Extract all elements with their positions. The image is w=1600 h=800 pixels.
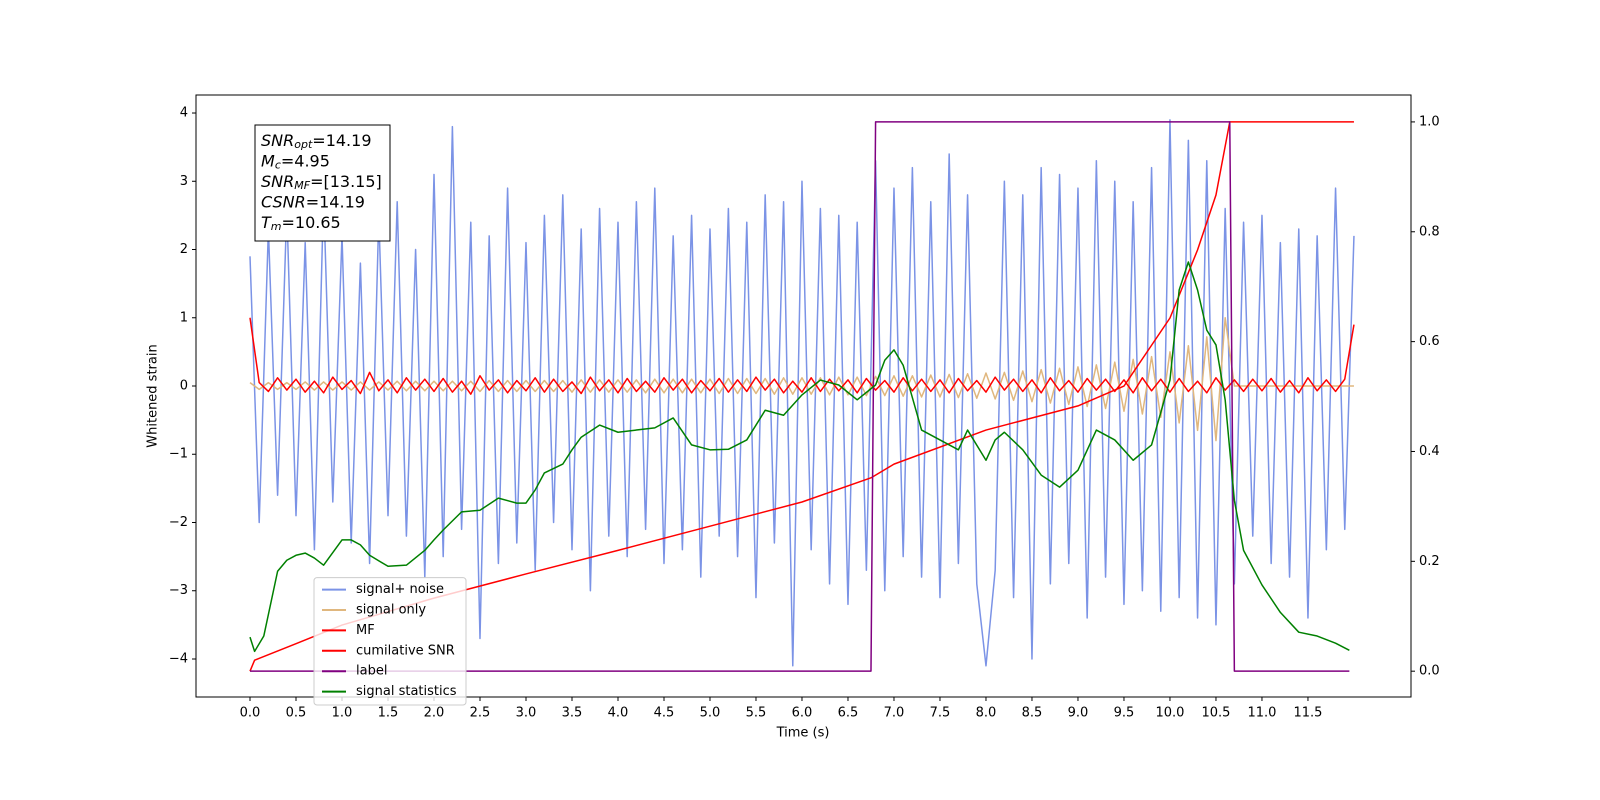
y2-tick-label: 0.0 [1419, 664, 1440, 679]
annotation: Mc=4.95 [261, 151, 330, 172]
series-line [249, 317, 1354, 442]
y-tick-label: −3 [169, 583, 188, 598]
x-tick-label: 0.5 [286, 706, 307, 721]
series-line [249, 261, 1350, 653]
x-tick-label: 7.0 [884, 706, 905, 721]
x-tick-label: 9.0 [1068, 706, 1089, 721]
annotation: SNRMF=[13.15] [261, 172, 382, 193]
legend-label: cumilative SNR [356, 643, 455, 658]
y-tick-label: 4 [180, 106, 188, 121]
x-tick-label: 10.5 [1201, 706, 1230, 721]
annotation-value: =[13.15] [310, 172, 382, 191]
series-line [249, 119, 1355, 667]
axes-frame [195, 94, 1412, 698]
annotation-sub: c [275, 159, 281, 172]
legend-label: signal only [356, 603, 426, 618]
annotation-value: =14.19 [312, 131, 371, 150]
y-tick-label: 0 [180, 379, 188, 394]
annotation: SNRopt=14.19 [261, 131, 372, 152]
annotation-name: CSNR [261, 192, 306, 211]
x-tick-label: 8.5 [1022, 706, 1043, 721]
annotation-name: SNR [261, 172, 294, 191]
y2-tick-label: 0.4 [1419, 444, 1440, 459]
annotation-name: T [261, 213, 272, 232]
legend-frame [313, 577, 467, 706]
annotation-sub: opt [294, 138, 313, 151]
annotation: Tm=10.65 [261, 213, 341, 234]
y2-tick-label: 0.6 [1419, 334, 1440, 349]
annotation-value: =4.95 [281, 151, 330, 170]
y-tick-label: 3 [180, 174, 188, 189]
x-tick-label: 10.0 [1155, 706, 1184, 721]
series-line [250, 121, 1350, 672]
y2-tick-label: 1.0 [1419, 114, 1440, 129]
legend: signal+ noise signal only MF cumilative SNR… [313, 577, 467, 706]
x-tick-label: 7.5 [930, 706, 951, 721]
legend-label: label [356, 664, 387, 679]
annotation-name: M [261, 151, 275, 170]
y-tick-label: 1 [180, 310, 188, 325]
annotation-box [254, 124, 391, 242]
x-tick-label: 11.0 [1247, 706, 1276, 721]
y-tick-label: −1 [169, 447, 188, 462]
x-tick-label: 1.5 [378, 706, 399, 721]
x-tick-label: 3.0 [516, 706, 537, 721]
y2-tick-label: 0.2 [1419, 554, 1440, 569]
annotation-name: SNR [261, 131, 294, 150]
x-tick-label: 8.0 [976, 706, 997, 721]
x-tick-label: 5.0 [700, 706, 721, 721]
x-tick-label: 1.0 [332, 706, 353, 721]
x-tick-label: 9.5 [1114, 706, 1135, 721]
x-tick-label: 2.5 [470, 706, 491, 721]
x-tick-label: 6.5 [838, 706, 859, 721]
x-tick-label: 11.5 [1293, 706, 1322, 721]
x-tick-label: 5.5 [746, 706, 767, 721]
y2-tick-label: 0.8 [1419, 224, 1440, 239]
annotation-sub: MF [294, 179, 310, 192]
series-line [249, 317, 1355, 395]
x-tick-label: 6.0 [792, 706, 813, 721]
legend-label: signal+ noise [356, 582, 444, 597]
annotation-value: =14.19 [306, 192, 365, 211]
x-tick-label: 3.5 [562, 706, 583, 721]
annotations: SNRopt=14.19Mc=4.95SNRMF=[13.15]CSNR=14.… [261, 131, 382, 234]
x-tick-label: 4.5 [654, 706, 675, 721]
y-axis-label: Whitened strain [146, 344, 161, 447]
annotation-sub: m [271, 220, 282, 233]
ticks: 0.0 0.5 1.0 1.5 2.0 2.5 3.0 3.5 4.0 4.5 5.0 5.5 6.0 6… [169, 106, 1440, 721]
annotation-value: =10.65 [282, 213, 341, 232]
annotation: CSNR=14.19 [261, 192, 365, 211]
x-tick-label: 2.0 [424, 706, 445, 721]
x-tick-label: 4.0 [608, 706, 629, 721]
y-tick-label: −4 [169, 651, 188, 666]
y-tick-label: −2 [169, 515, 188, 530]
legend-label: MF [356, 623, 375, 638]
x-axis-label: Time (s) [776, 726, 830, 741]
x-tick-label: 0.0 [240, 706, 261, 721]
legend-label: signal statistics [356, 684, 457, 699]
y-tick-label: 2 [180, 242, 188, 257]
